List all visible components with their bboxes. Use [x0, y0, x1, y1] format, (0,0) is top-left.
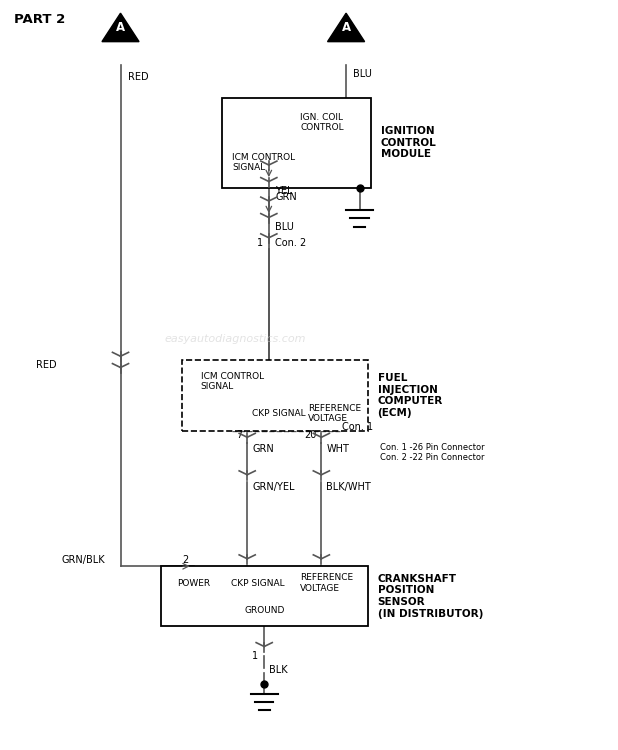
Text: REFERENCE
VOLTAGE: REFERENCE VOLTAGE: [308, 404, 361, 423]
Text: YEL: YEL: [275, 185, 292, 196]
Text: PART 2: PART 2: [14, 13, 65, 26]
Text: GRN/BLK: GRN/BLK: [62, 555, 106, 566]
Text: BLK/WHT: BLK/WHT: [326, 482, 371, 492]
Bar: [222, 98, 371, 188]
Text: 7: 7: [236, 430, 242, 440]
Text: GRN: GRN: [275, 191, 297, 202]
Text: GROUND: GROUND: [244, 606, 284, 615]
Polygon shape: [328, 13, 365, 42]
Text: BLU: BLU: [275, 221, 294, 232]
Text: ICM CONTROL
SIGNAL: ICM CONTROL SIGNAL: [201, 372, 264, 391]
Text: 1: 1: [256, 238, 263, 248]
Text: 3: 3: [236, 566, 242, 576]
Text: GRN: GRN: [252, 444, 274, 454]
Text: BLK: BLK: [269, 664, 288, 675]
Text: GRN/YEL: GRN/YEL: [252, 482, 295, 492]
Text: 2: 2: [182, 555, 189, 566]
Text: BLU: BLU: [353, 68, 373, 79]
Text: 20: 20: [304, 430, 316, 440]
Text: CKP SIGNAL: CKP SIGNAL: [231, 578, 285, 587]
Text: easyautodiagnostics.com: easyautodiagnostics.com: [164, 334, 305, 344]
Text: Con. 2: Con. 2: [275, 238, 307, 248]
Text: WHT: WHT: [326, 444, 349, 454]
Bar: [161, 566, 368, 626]
Bar: [182, 360, 368, 431]
Text: Con. 1 -26 Pin Connector
Con. 2 -22 Pin Connector: Con. 1 -26 Pin Connector Con. 2 -22 Pin …: [380, 442, 485, 462]
Text: CKP SIGNAL: CKP SIGNAL: [252, 409, 305, 418]
Text: POWER: POWER: [177, 578, 210, 587]
Text: ICM CONTROL
SIGNAL: ICM CONTROL SIGNAL: [232, 152, 295, 172]
Text: A: A: [116, 21, 125, 34]
Text: IGN. COIL
CONTROL: IGN. COIL CONTROL: [300, 113, 344, 133]
Text: Con. 1: Con. 1: [342, 422, 373, 432]
Text: RED: RED: [128, 72, 148, 82]
Text: 1: 1: [252, 651, 258, 662]
Text: REFERENCE
VOLTAGE: REFERENCE VOLTAGE: [300, 573, 353, 592]
Text: CRANKSHAFT
POSITION
SENSOR
(IN DISTRIBUTOR): CRANKSHAFT POSITION SENSOR (IN DISTRIBUT…: [378, 574, 483, 619]
Polygon shape: [102, 13, 139, 42]
Text: 4: 4: [310, 566, 316, 576]
Text: FUEL
INJECTION
COMPUTER
(ECM): FUEL INJECTION COMPUTER (ECM): [378, 374, 443, 418]
Text: IGNITION
CONTROL
MODULE: IGNITION CONTROL MODULE: [381, 126, 436, 159]
Text: RED: RED: [36, 360, 56, 370]
Text: A: A: [342, 21, 350, 34]
